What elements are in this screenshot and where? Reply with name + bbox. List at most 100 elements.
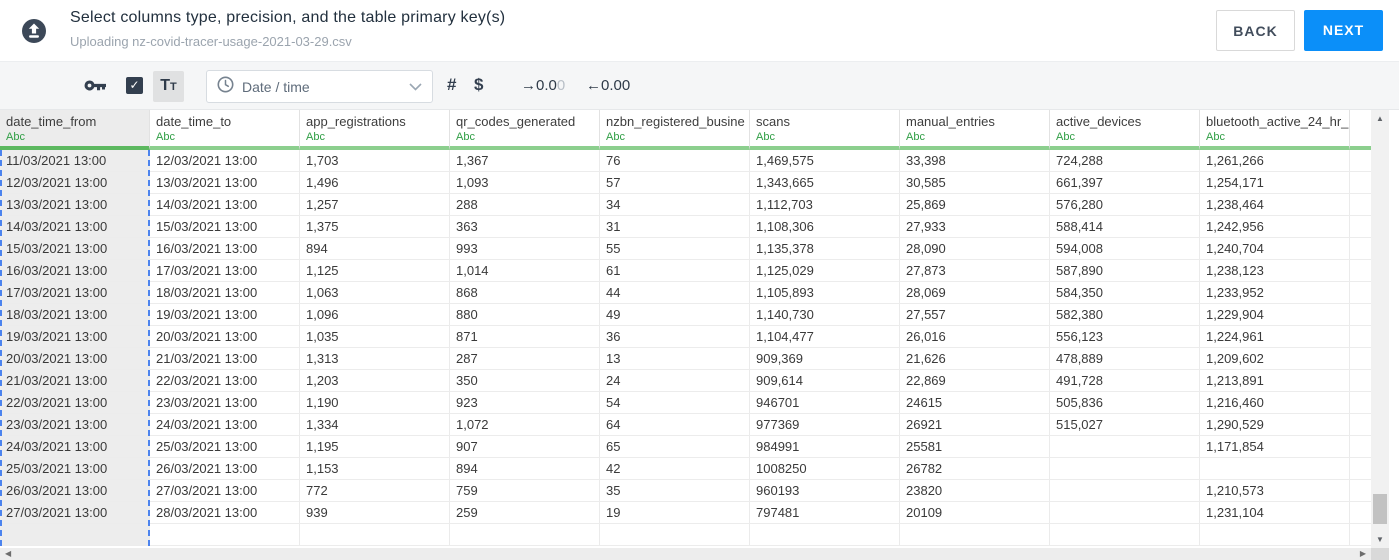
table-cell: 1,153 bbox=[300, 458, 450, 480]
table-row: 23/03/2021 13:00 24/03/2021 13:00 1,334 1,0… bbox=[0, 414, 1371, 436]
column-header-date_time_to[interactable]: date_time_to Abc bbox=[150, 110, 300, 150]
table-cell: 25/03/2021 13:00 bbox=[150, 436, 300, 458]
next-button[interactable]: NEXT bbox=[1304, 10, 1383, 51]
table-row: 26/03/2021 13:00 27/03/2021 13:00 772 759 35… bbox=[0, 480, 1371, 502]
table-cell: 27/03/2021 13:00 bbox=[0, 502, 150, 524]
table-cell: 28/03/2021 13:00 bbox=[150, 502, 300, 524]
number-type-button[interactable]: # bbox=[447, 75, 457, 94]
table-cell: 28,069 bbox=[900, 282, 1050, 304]
table-cell: 27,933 bbox=[900, 216, 1050, 238]
table-cell: 20/03/2021 13:00 bbox=[150, 326, 300, 348]
table-cell: 34 bbox=[600, 194, 750, 216]
table-cell: 23/03/2021 13:00 bbox=[0, 414, 150, 436]
table-cell: 26,016 bbox=[900, 326, 1050, 348]
table-row: 17/03/2021 13:00 18/03/2021 13:00 1,063 868… bbox=[0, 282, 1371, 304]
table-cell: 1,093 bbox=[450, 172, 600, 194]
table-cell: 13 bbox=[600, 348, 750, 370]
table-cell: 18/03/2021 13:00 bbox=[150, 282, 300, 304]
table-cell: 1,105,893 bbox=[750, 282, 900, 304]
table-cell: 20109 bbox=[900, 502, 1050, 524]
table-cell: 1,210,573 bbox=[1200, 480, 1350, 502]
table-cell: 759 bbox=[450, 480, 600, 502]
table-cell: 42 bbox=[600, 458, 750, 480]
table-cell: 363 bbox=[450, 216, 600, 238]
column-name: scans bbox=[756, 114, 790, 129]
column-header-active_devices[interactable]: active_devices Abc bbox=[1050, 110, 1200, 150]
table-cell bbox=[1050, 480, 1200, 502]
decrease-precision-button[interactable]: ←0.00 bbox=[586, 77, 630, 94]
scroll-left-arrow[interactable]: ◀ bbox=[5, 549, 12, 558]
table-cell: 25581 bbox=[900, 436, 1050, 458]
column-name: app_registrations bbox=[306, 114, 406, 129]
column-type-label: Abc bbox=[756, 131, 775, 143]
table-cell bbox=[1350, 392, 1371, 414]
table-cell: 35 bbox=[600, 480, 750, 502]
column-name: date_time_to bbox=[156, 114, 232, 129]
table-row: 16/03/2021 13:00 17/03/2021 13:00 1,125 1,0… bbox=[0, 260, 1371, 282]
table-cell: 556,123 bbox=[1050, 326, 1200, 348]
column-header-manual_entries[interactable]: manual_entries Abc bbox=[900, 110, 1050, 150]
table-cell bbox=[1350, 480, 1371, 502]
table-cell: 1,343,665 bbox=[750, 172, 900, 194]
table-cell: 17/03/2021 13:00 bbox=[0, 282, 150, 304]
table-cell: 582,380 bbox=[1050, 304, 1200, 326]
column-header-qr_codes_generated[interactable]: qr_codes_generated Abc bbox=[450, 110, 600, 150]
table-cell: 11/03/2021 13:00 bbox=[0, 150, 150, 172]
table-row: 25/03/2021 13:00 26/03/2021 13:00 1,153 894… bbox=[0, 458, 1371, 480]
table-cell: 1,213,891 bbox=[1200, 370, 1350, 392]
table-cell bbox=[1350, 436, 1371, 458]
table-header-row: date_time_from Abc date_time_to Abc app_regi… bbox=[0, 110, 1371, 150]
chevron-down-icon bbox=[409, 78, 422, 96]
table-cell bbox=[1350, 238, 1371, 260]
table-cell bbox=[1200, 458, 1350, 480]
table-cell bbox=[1350, 172, 1371, 194]
column-header-date_time_from[interactable]: date_time_from Abc bbox=[0, 110, 150, 150]
table-cell: 12/03/2021 13:00 bbox=[0, 172, 150, 194]
scroll-up-arrow[interactable]: ▲ bbox=[1376, 114, 1384, 123]
table-cell: 587,890 bbox=[1050, 260, 1200, 282]
primary-key-checkbox[interactable]: ✓ bbox=[126, 77, 143, 94]
table-cell bbox=[450, 524, 600, 546]
table-cell: 26921 bbox=[900, 414, 1050, 436]
datetime-type-dropdown[interactable]: Date / time bbox=[206, 70, 433, 103]
column-header-app_registrations[interactable]: app_registrations Abc bbox=[300, 110, 450, 150]
table-row: 15/03/2021 13:00 16/03/2021 13:00 894 993 55… bbox=[0, 238, 1371, 260]
table-cell: 14/03/2021 13:00 bbox=[150, 194, 300, 216]
table-cell: 1,238,464 bbox=[1200, 194, 1350, 216]
table-cell: 27/03/2021 13:00 bbox=[150, 480, 300, 502]
table-cell: 1,313 bbox=[300, 348, 450, 370]
table-cell: 1,231,104 bbox=[1200, 502, 1350, 524]
table-cell: 797481 bbox=[750, 502, 900, 524]
column-type-label: Abc bbox=[456, 131, 475, 143]
table-cell: 20/03/2021 13:00 bbox=[0, 348, 150, 370]
table-cell: 1,135,378 bbox=[750, 238, 900, 260]
increase-precision-button[interactable]: →0.00 bbox=[521, 77, 565, 94]
table-row: 14/03/2021 13:00 15/03/2021 13:00 1,375 363… bbox=[0, 216, 1371, 238]
vertical-scrollbar-thumb[interactable] bbox=[1373, 494, 1387, 524]
column-header-nzbn_registered_busine[interactable]: nzbn_registered_busine Abc bbox=[600, 110, 750, 150]
table-cell: 993 bbox=[450, 238, 600, 260]
column-type-toolbar: ✓ Tt Date / time # $ →0.00 ←0.00 bbox=[0, 62, 1399, 110]
column-name: qr_codes_generated bbox=[456, 114, 576, 129]
currency-type-button[interactable]: $ bbox=[474, 75, 484, 94]
scrollbar-corner bbox=[1371, 548, 1389, 560]
dropdown-selected-value: Date / time bbox=[242, 78, 310, 95]
column-header-blank[interactable] bbox=[1350, 110, 1371, 150]
table-cell bbox=[1350, 282, 1371, 304]
table-cell: 12/03/2021 13:00 bbox=[150, 150, 300, 172]
table-cell: 22,869 bbox=[900, 370, 1050, 392]
horizontal-scrollbar[interactable]: ◀ ▶ bbox=[0, 548, 1371, 560]
scroll-right-arrow[interactable]: ▶ bbox=[1359, 549, 1366, 558]
table-cell: 49 bbox=[600, 304, 750, 326]
back-button[interactable]: BACK bbox=[1216, 10, 1295, 51]
column-header-bluetooth_active_24_hr_[interactable]: bluetooth_active_24_hr_ Abc bbox=[1200, 110, 1350, 150]
table-cell: 871 bbox=[450, 326, 600, 348]
table-cell bbox=[750, 524, 900, 546]
scroll-down-arrow[interactable]: ▼ bbox=[1376, 535, 1384, 544]
vertical-scrollbar[interactable]: ▲ ▼ bbox=[1371, 110, 1389, 548]
table-cell: 1,238,123 bbox=[1200, 260, 1350, 282]
column-header-scans[interactable]: scans Abc bbox=[750, 110, 900, 150]
text-type-button[interactable]: Tt bbox=[153, 71, 184, 102]
table-cell: 1008250 bbox=[750, 458, 900, 480]
table-cell: 16/03/2021 13:00 bbox=[150, 238, 300, 260]
